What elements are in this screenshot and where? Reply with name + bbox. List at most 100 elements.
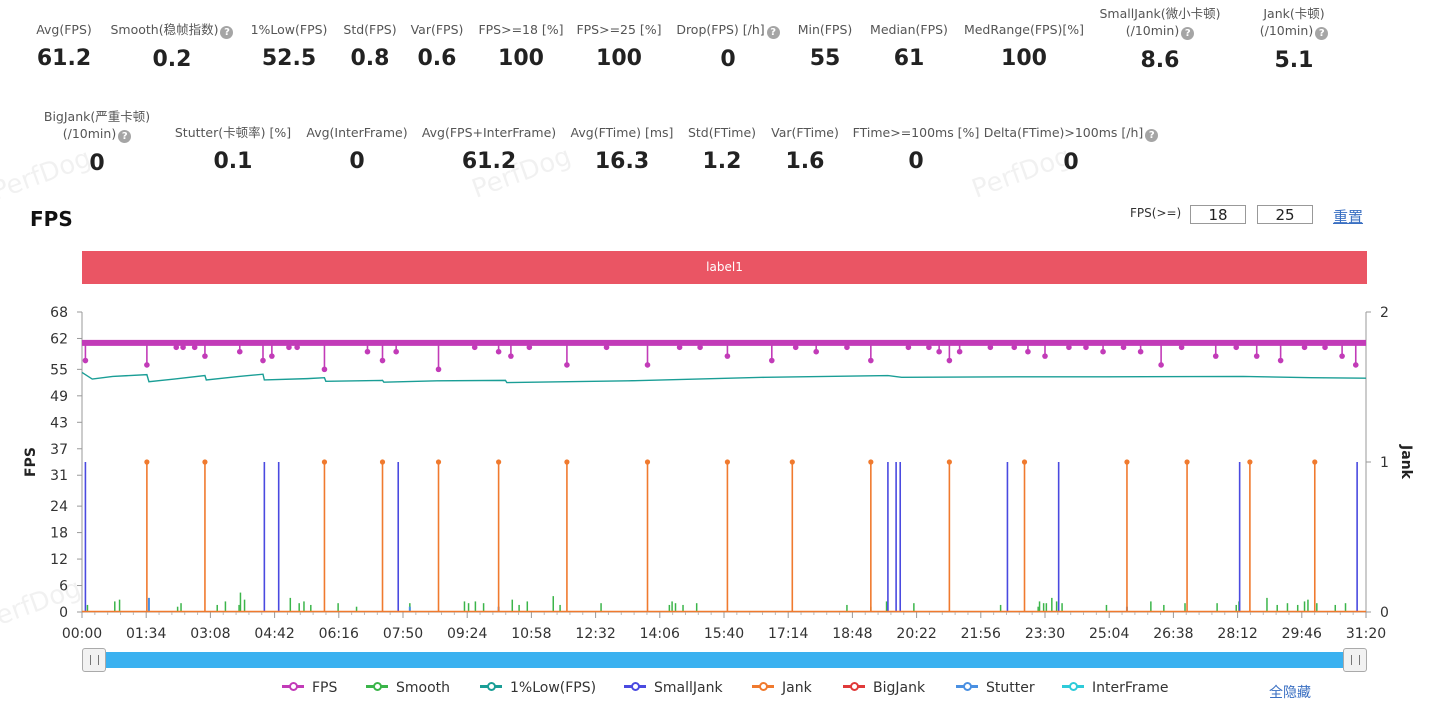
slider-track[interactable]	[102, 652, 1347, 668]
legend-item[interactable]: 1%Low(FPS)	[480, 680, 596, 696]
help-icon[interactable]: ?	[1181, 27, 1195, 40]
y-tick-label: 24	[50, 499, 68, 515]
legend-dot-icon	[631, 682, 640, 691]
metric-value: 0	[908, 149, 924, 174]
metric-1-2: 1%Low(FPS) 52.5	[189, 21, 389, 71]
fps-point	[1212, 353, 1219, 359]
legend-dot-icon	[373, 682, 382, 691]
fps-point	[1100, 348, 1106, 355]
metric-value: 0.2	[152, 47, 192, 72]
metric-label-text: FPS>=18 [%]	[478, 22, 564, 37]
legend-label: Stutter	[986, 680, 1035, 696]
x-tick-label: 21:56	[961, 626, 1001, 642]
metric-1-5: FPS>=18 [%] 100	[421, 21, 621, 71]
x-tick-label: 14:06	[640, 626, 680, 642]
metric-label: Avg(FPS)	[0, 21, 164, 38]
fps-band	[82, 339, 1366, 346]
hide-all-button[interactable]: 全隐藏	[1269, 685, 1311, 701]
fps-point	[769, 357, 775, 364]
fps-point	[173, 344, 180, 351]
y-tick-label: 31	[50, 468, 68, 484]
metric-label-text: BigJank(严重卡顿)	[43, 109, 151, 124]
y-tick-label: 0	[59, 605, 68, 621]
legend-item[interactable]: BigJank	[843, 680, 925, 696]
slider-right-handle[interactable]	[1343, 648, 1367, 672]
fps-point	[1277, 357, 1284, 364]
fps-threshold-input-1[interactable]	[1190, 205, 1246, 224]
fps-point	[1042, 353, 1048, 359]
metric-label: Std(FTime)	[622, 124, 822, 141]
time-range-slider[interactable]	[82, 648, 1367, 672]
legend-item[interactable]: Jank	[752, 680, 812, 696]
fps-point	[495, 348, 502, 355]
legend-item[interactable]: SmallJank	[624, 680, 723, 696]
metric-label: 1%Low(FPS)	[189, 21, 389, 38]
chart-title: FPS	[30, 207, 73, 231]
jank-point	[1247, 459, 1253, 465]
fps-point	[868, 357, 874, 364]
legend-item[interactable]: Stutter	[956, 680, 1035, 696]
metric-1-3: Std(FPS) 0.8	[270, 21, 470, 71]
jank-point	[789, 459, 795, 465]
metric-value: 1.2	[702, 149, 742, 174]
fps-point	[926, 344, 932, 351]
metric-label: Smooth(稳帧指数)?	[72, 21, 272, 39]
metric-label: MedRange(FPS)[%]	[924, 21, 1124, 38]
help-icon[interactable]: ?	[766, 26, 780, 39]
reset-button[interactable]: 重置	[1333, 208, 1364, 226]
jank-point	[202, 459, 208, 465]
fps-threshold-input-2[interactable]	[1257, 205, 1313, 224]
fps-point	[260, 357, 266, 364]
metric-label-text: Avg(FTime) [ms]	[570, 125, 674, 140]
fps-point	[987, 344, 994, 351]
legend-item[interactable]: FPS	[282, 680, 337, 696]
jank-point	[435, 459, 442, 465]
y2-tick-label: 2	[1380, 305, 1389, 321]
x-tick-label: 00:00	[62, 626, 102, 642]
metric-label-text: Avg(FPS)	[36, 22, 92, 37]
help-icon[interactable]: ?	[1315, 27, 1329, 40]
metric-label-text: Drop(FPS) [/h]	[676, 22, 765, 37]
legend-label: 1%Low(FPS)	[510, 680, 597, 696]
metric-unit-text: (/10min)	[62, 126, 117, 141]
metric-label-text: FTime>=100ms [%]	[852, 125, 980, 140]
metric-label: FPS>=18 [%]	[421, 21, 621, 38]
x-tick-label: 04:42	[254, 626, 294, 642]
jank-point	[1021, 459, 1028, 465]
x-tick-label: 03:08	[190, 626, 230, 642]
metric-1-8: Min(FPS) 55	[725, 21, 925, 71]
fps-point	[697, 344, 703, 351]
metric-value: 55	[809, 46, 841, 71]
help-icon[interactable]: ?	[220, 26, 234, 39]
label-bar[interactable]: label1	[82, 251, 1367, 284]
jank-point	[496, 459, 502, 465]
metric-2-4: Avg(FTime) [ms] 16.3	[522, 124, 722, 174]
slider-left-handle[interactable]	[82, 648, 106, 672]
y2-tick-label: 0	[1380, 605, 1389, 621]
fps-point	[393, 348, 399, 355]
x-tick-label: 20:22	[896, 626, 936, 642]
metric-1-12: Jank(卡顿) (/10min)? 5.1	[1194, 5, 1394, 73]
legend-swatch-icon	[624, 682, 646, 691]
jank-point	[1124, 459, 1130, 465]
legend-dot-icon	[289, 682, 298, 691]
threshold-label: FPS(>=)	[1130, 206, 1182, 220]
metric-label: Avg(InterFrame)	[257, 124, 457, 141]
help-icon[interactable]: ?	[118, 130, 132, 143]
metric-label: Var(FTime)	[705, 124, 905, 141]
metric-label: Var(FPS)	[337, 21, 537, 38]
fps-point	[286, 344, 292, 351]
y2-tick-label: 1	[1380, 455, 1389, 471]
x-tick-label: 07:50	[383, 626, 423, 642]
metric-value: 1.6	[785, 149, 825, 174]
jank-point	[144, 459, 150, 465]
metric-label-text: Delta(FTime)>100ms [/h]	[983, 125, 1144, 140]
metric-2-0: BigJank(严重卡顿) (/10min)? 0	[0, 108, 197, 176]
legend-item[interactable]: Smooth	[366, 680, 450, 696]
x-tick-label: 17:14	[768, 626, 808, 642]
metric-label-text: Std(FTime)	[687, 125, 757, 140]
help-icon[interactable]: ?	[1145, 129, 1159, 142]
legend-item[interactable]: InterFrame	[1062, 680, 1168, 696]
metric-2-6: Var(FTime) 1.6	[705, 124, 905, 174]
